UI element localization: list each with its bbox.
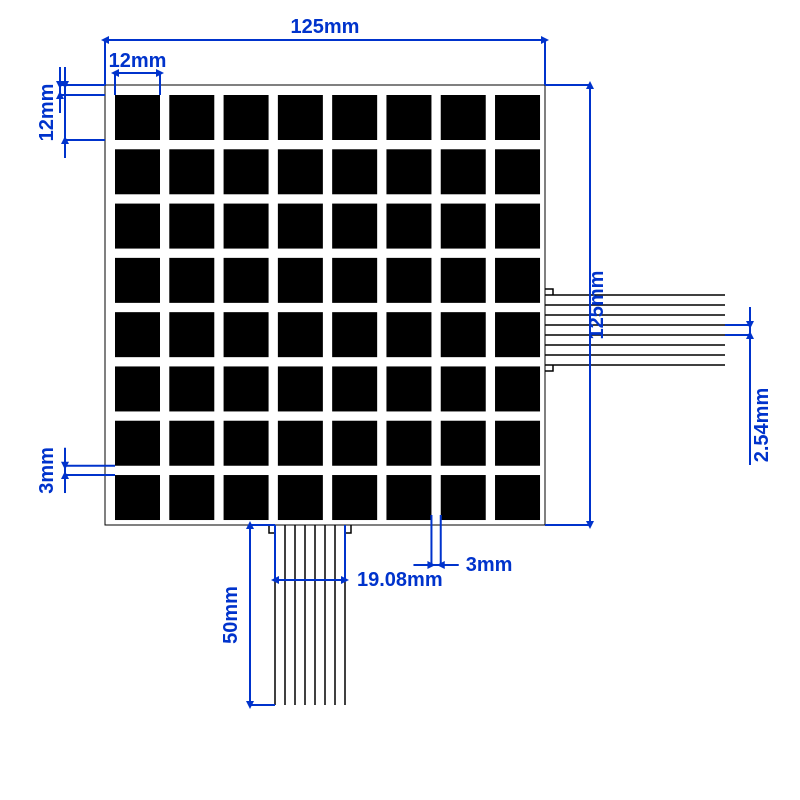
grid-cell — [386, 258, 431, 303]
grid-cell — [278, 204, 323, 249]
grid-cell — [495, 204, 540, 249]
grid-cell — [224, 312, 269, 357]
dim-label: 3mm — [466, 554, 513, 576]
grid-cell — [115, 204, 160, 249]
grid-cell — [278, 95, 323, 140]
grid-cell — [115, 258, 160, 303]
grid-cell — [441, 149, 486, 194]
grid-cell — [495, 421, 540, 466]
grid-cell — [169, 366, 214, 411]
grid-cell — [495, 366, 540, 411]
grid-cell — [495, 258, 540, 303]
grid-cell — [441, 95, 486, 140]
grid-cell — [115, 366, 160, 411]
grid-cell — [169, 475, 214, 520]
grid-cell — [332, 366, 377, 411]
dim-overall-width: 125mm — [291, 16, 360, 38]
grid-cell — [441, 366, 486, 411]
grid-cell — [169, 258, 214, 303]
grid-cell — [278, 366, 323, 411]
grid-cell — [332, 204, 377, 249]
grid-cell — [115, 475, 160, 520]
grid-cell — [169, 95, 214, 140]
grid-cell — [224, 366, 269, 411]
grid-cell — [332, 421, 377, 466]
grid-cell — [224, 475, 269, 520]
grid-cell — [386, 312, 431, 357]
grid-cell — [169, 312, 214, 357]
grid-cell — [224, 149, 269, 194]
tail-notch — [545, 289, 553, 295]
grid-cell — [386, 475, 431, 520]
dim-cell-size: 12mm — [109, 50, 167, 72]
dim-top-margin: 12mm — [36, 84, 58, 142]
grid-cell — [169, 204, 214, 249]
grid-cell — [224, 95, 269, 140]
grid-cell — [441, 312, 486, 357]
grid-cell — [495, 95, 540, 140]
grid-cell — [495, 475, 540, 520]
grid-cell — [115, 421, 160, 466]
grid-cell — [332, 475, 377, 520]
grid-cell — [332, 149, 377, 194]
dim-tail-length: 50mm — [220, 586, 242, 644]
grid-cell — [441, 258, 486, 303]
grid-cell — [332, 95, 377, 140]
grid-cell — [441, 475, 486, 520]
grid-cell — [115, 312, 160, 357]
grid-cell — [386, 204, 431, 249]
grid-cell — [332, 258, 377, 303]
grid-cell — [115, 149, 160, 194]
grid-cell — [332, 312, 377, 357]
tail-notch — [545, 365, 553, 371]
grid-cell — [224, 258, 269, 303]
grid-cell — [386, 366, 431, 411]
grid-cell — [115, 95, 160, 140]
dim-overall-height: 125mm — [586, 271, 608, 340]
grid-cell — [278, 258, 323, 303]
grid-cell — [278, 312, 323, 357]
dim-tail-width: 19.08mm — [357, 569, 443, 591]
dim-cable-pitch: 2.54mm — [751, 388, 773, 463]
grid-cell — [386, 95, 431, 140]
grid-cell — [224, 204, 269, 249]
grid-cell — [386, 149, 431, 194]
grid-cell — [224, 421, 269, 466]
grid-cell — [169, 421, 214, 466]
grid-cell — [278, 149, 323, 194]
grid-cell — [495, 312, 540, 357]
grid-cell — [169, 149, 214, 194]
grid-cell — [278, 421, 323, 466]
grid-cell — [495, 149, 540, 194]
grid-cell — [441, 204, 486, 249]
grid-cell — [441, 421, 486, 466]
grid-cell — [278, 475, 323, 520]
dim-label: 3mm — [36, 447, 58, 494]
grid-cell — [386, 421, 431, 466]
